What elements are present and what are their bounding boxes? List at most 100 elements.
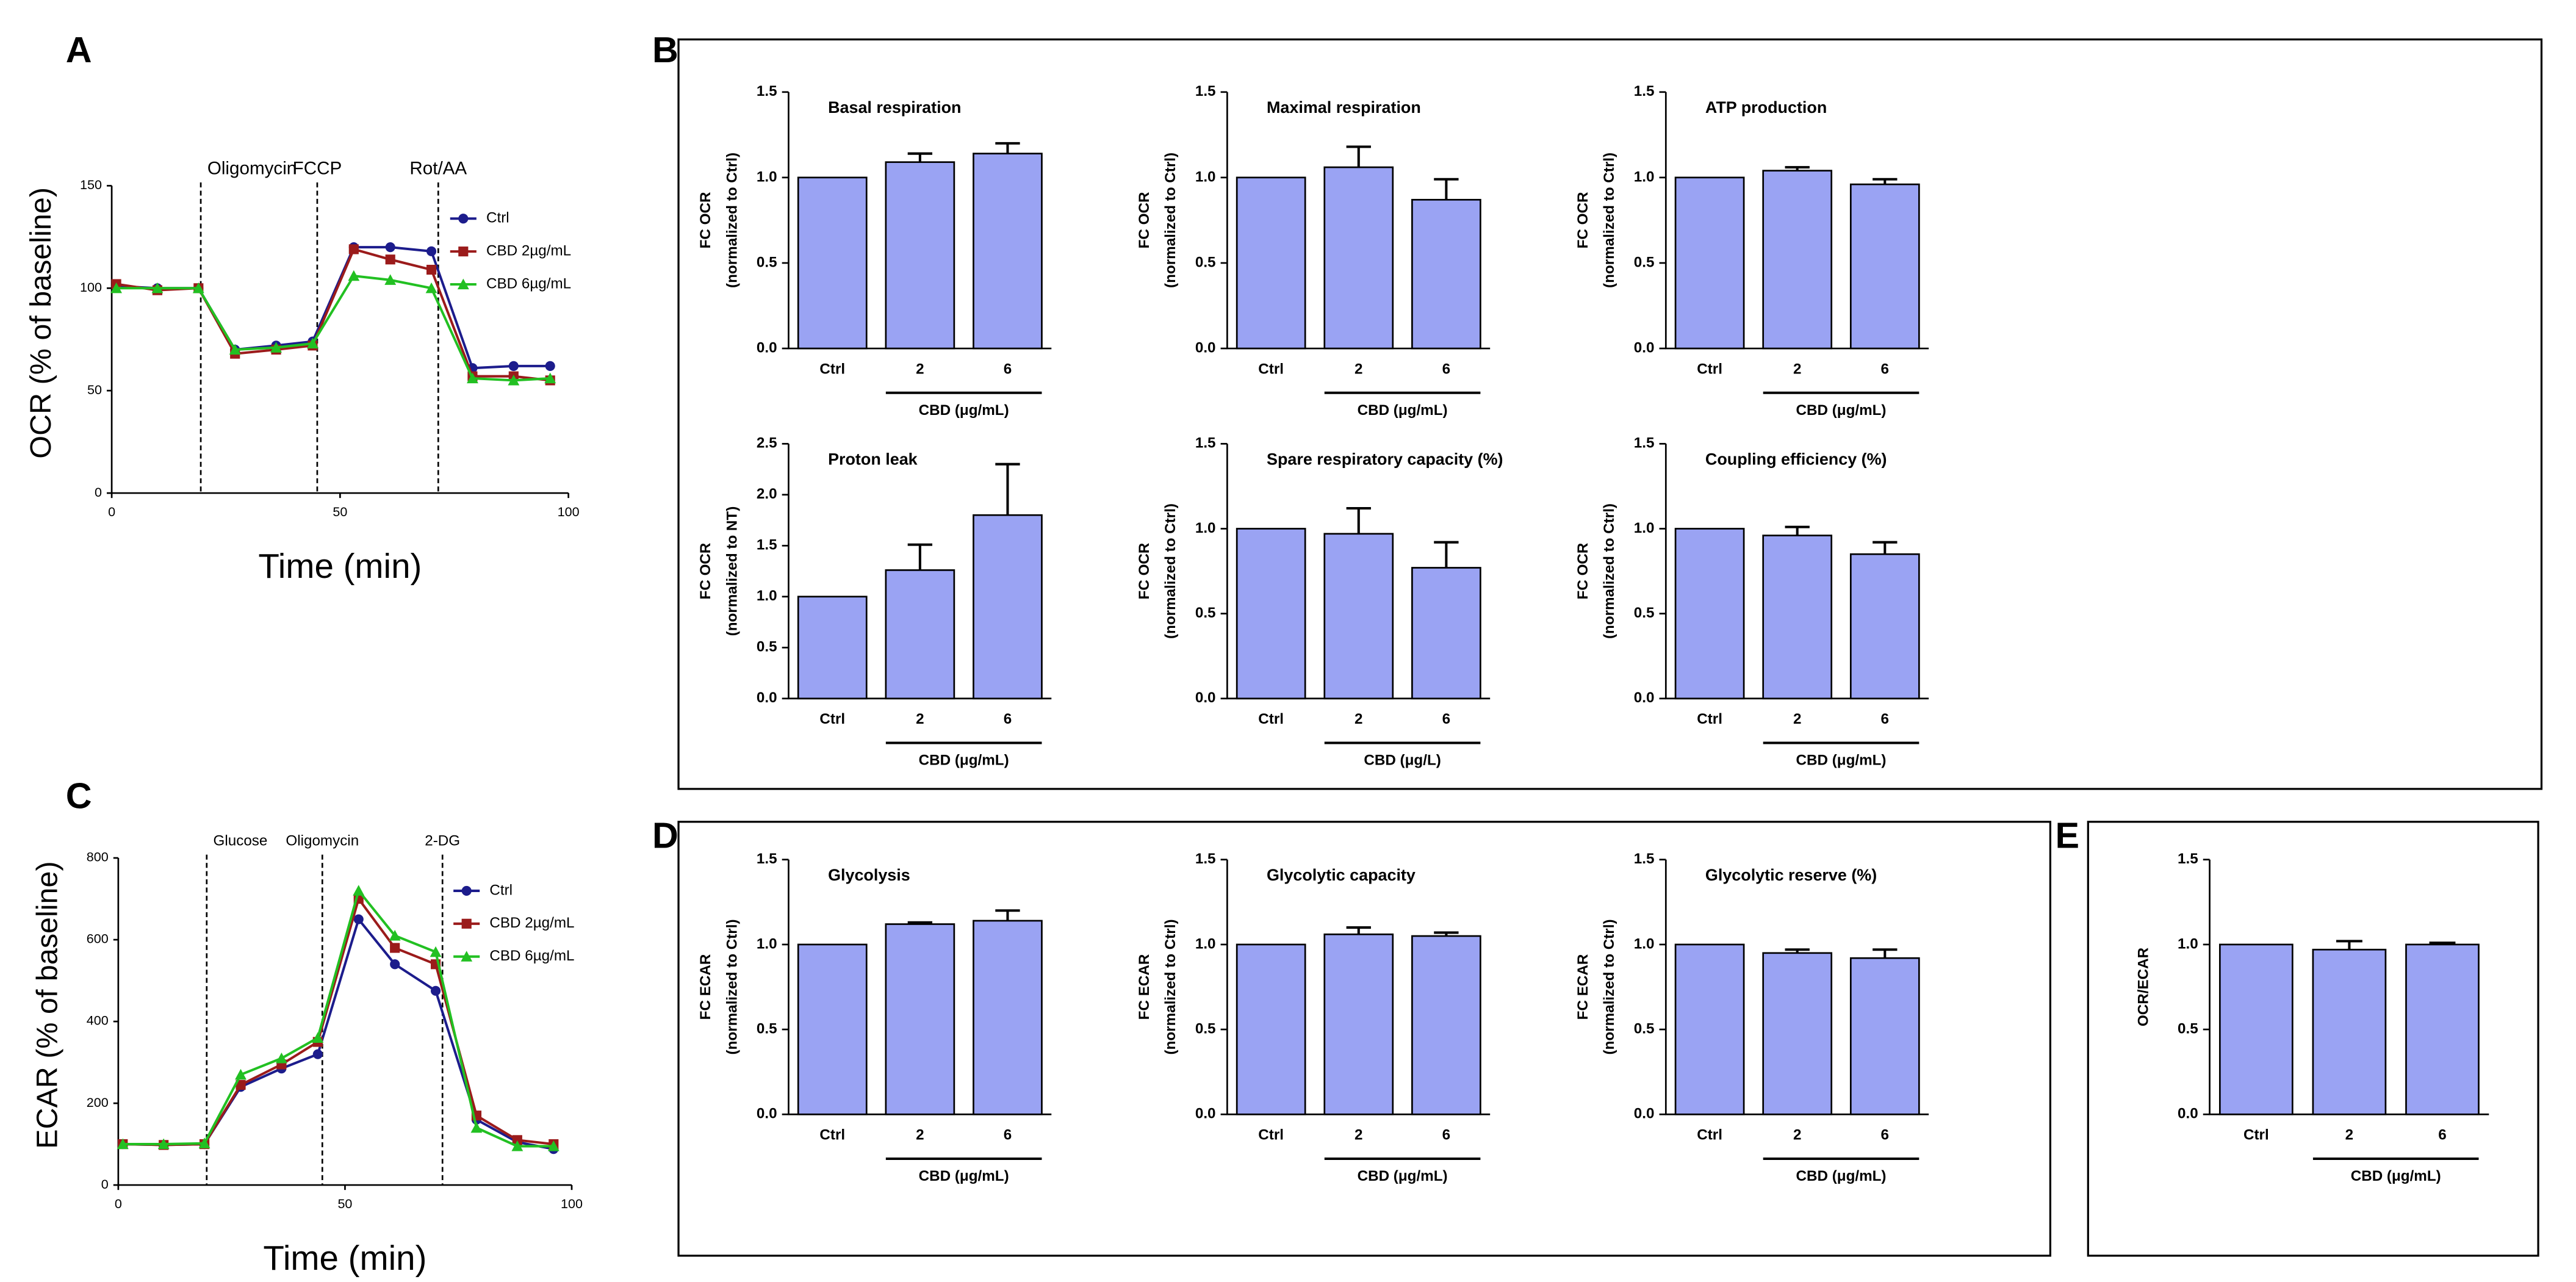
bar [1762,170,1833,350]
y-tick-label: 1.5 [1195,83,1216,99]
legend-label: CBD 2µg/mL [489,915,574,931]
error-bar [1346,507,1371,534]
x-tick-label: 100 [561,1197,583,1211]
bar [797,943,868,1115]
marker [544,372,556,384]
y-tick-label: 600 [87,932,109,946]
marker [425,282,437,293]
y-tick-label: 0.0 [1634,1106,1655,1122]
marker [470,1122,483,1133]
x-tick-label: Ctrl [819,711,845,727]
bar [1849,957,1920,1115]
marker [192,282,204,293]
x-tick-label: Ctrl [819,1127,845,1143]
y-tick-label: 1.0 [1634,168,1655,185]
y-tick-label: 150 [80,178,102,192]
x-tick-label: 2 [1793,361,1801,377]
error-bar [1873,948,1898,959]
group-label: CBD (μg/mL) [1796,402,1887,419]
series-line [123,896,554,1147]
bar [2405,943,2480,1115]
x-tick-label: 6 [1881,361,1889,377]
axis [1664,92,1929,350]
x-tick-label: 6 [1004,711,1012,727]
x-tick-label: Ctrl [1258,361,1284,377]
bar [1236,176,1306,350]
y-axis-label: (normalized to Ctrl) [1162,153,1179,288]
y-axis-label: (normalized to Ctrl) [1601,503,1617,639]
event-label: Oligomycin [207,158,297,178]
y-axis-label: (normalized to Ctrl) [1162,503,1179,639]
chart-title: Coupling efficiency (%) [1705,450,1887,468]
marker [426,264,437,275]
y-tick-label: 400 [87,1014,109,1028]
x-tick-label: 2 [1793,1127,1801,1143]
y-tick-label: 0.5 [1634,254,1655,270]
panel-b-frame [677,38,2543,790]
x-tick-label: 2 [1355,1127,1362,1143]
y-tick-label: 0.5 [2178,1020,2198,1037]
marker [512,1135,522,1145]
y-axis-label: FC OCR [697,543,714,600]
marker [508,361,519,371]
y-tick-label: 1.0 [1634,520,1655,536]
marker [235,1068,246,1080]
marker [461,951,473,962]
series-line [123,916,554,1151]
panel-letter: D [652,815,678,855]
y-axis-label: FC ECAR [1136,954,1153,1020]
y-tick-label: 1.5 [1634,851,1655,867]
y-axis-label: (normalized to Ctrl) [724,153,740,288]
error-bar [1346,145,1371,168]
x-tick-label: 2 [916,361,924,377]
y-tick-label: 0.0 [757,339,777,356]
bar [1236,528,1306,700]
error-bar [2336,940,2362,950]
y-axis-label: OCR (% of baseline) [24,187,57,459]
x-tick-label: 2 [916,1127,924,1143]
group-label: CBD (μg/mL) [1796,752,1887,769]
legend-label: CBD 6µg/mL [489,948,574,964]
error-bar [907,543,933,571]
marker [384,274,397,285]
marker [348,270,360,281]
x-tick-label: 6 [1442,711,1450,727]
x-tick-label: 2 [916,711,924,727]
x-tick-label: 6 [1881,1127,1889,1143]
x-tick-label: 0 [108,505,115,519]
bar [885,923,955,1115]
y-tick-label: 1.5 [1195,851,1216,867]
x-tick-label: Ctrl [1258,711,1284,727]
y-axis-label: FC OCR [697,192,714,249]
series-line [116,274,550,382]
error-bar [1785,166,1810,171]
bar [1762,535,1833,700]
y-tick-label: 1.0 [757,168,777,185]
marker [461,885,472,896]
legend-label: CBD 6µg/mL [486,275,571,292]
panel-e-frame [2087,821,2539,1257]
panel-letter: C [66,776,92,816]
y-tick-label: 1.0 [757,935,777,952]
x-tick-label: Ctrl [819,361,845,377]
y-tick-label: 1.5 [757,537,777,553]
bar [1323,166,1394,350]
marker [312,1049,323,1059]
marker [307,337,318,349]
y-tick-label: 0.0 [757,1106,777,1122]
y-tick-label: 800 [87,850,109,865]
axis [1664,444,1929,700]
group-label: CBD (μg/mL) [919,1168,1009,1184]
error-bar [1434,541,1459,568]
chart-title: Glycolytic capacity [1267,866,1416,884]
x-axis-label: Time (min) [263,1239,426,1277]
y-tick-label: 1.5 [1195,435,1216,452]
bar [1674,176,1745,350]
error-bar [995,909,1020,921]
group-label: CBD (μg/mL) [919,752,1009,769]
bar [973,514,1043,700]
y-axis-label: ECAR (% of baseline) [31,861,64,1149]
group-label: CBD (μg/mL) [1796,1168,1887,1184]
bar [1849,183,1920,350]
